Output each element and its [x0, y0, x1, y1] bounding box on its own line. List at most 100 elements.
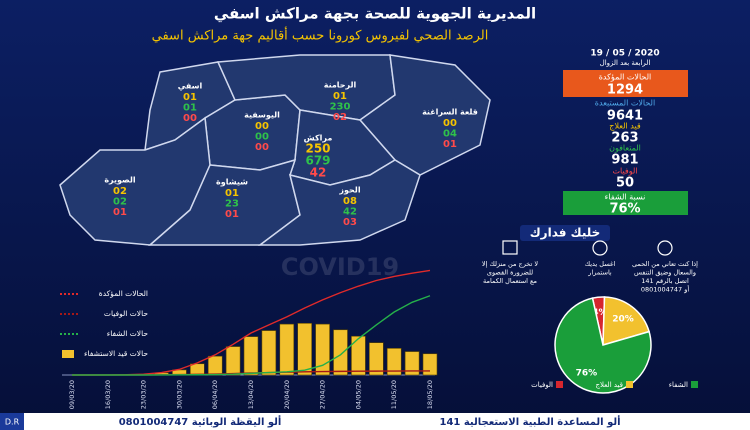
- stat-label: المتعافون: [609, 144, 641, 153]
- region-value: 03: [343, 217, 357, 228]
- region-value: 02: [333, 112, 347, 123]
- pie-label: 20%: [612, 315, 634, 325]
- date: 19 / 05 / 2020: [590, 49, 659, 59]
- bar: [351, 335, 366, 376]
- x-tick-label: 11/05/20: [390, 380, 398, 409]
- region-value: 02: [113, 186, 127, 197]
- region-value: 01: [183, 103, 197, 114]
- region-value: 42: [310, 166, 327, 180]
- footer-text: ألو المساعدة الطبية الاستعجالية 141: [439, 415, 620, 428]
- legend-label: حالات قيد الاستشفاء: [84, 349, 148, 358]
- stat-value: 76%: [609, 202, 640, 217]
- bar: [404, 351, 420, 376]
- stat-label: نسبة الشفاء: [605, 193, 646, 202]
- bar: [422, 353, 438, 376]
- region-value: 679: [305, 154, 330, 168]
- bar: [243, 336, 259, 376]
- region-value: 00: [183, 113, 197, 124]
- legend-swatch: [556, 381, 563, 388]
- advice-text: اغسل يديك: [585, 260, 616, 268]
- footer-badge: [0, 413, 24, 430]
- region-value: 23: [225, 199, 239, 210]
- legend-label: الشفاء: [669, 381, 688, 389]
- advice-text: والسعال وضيق التنفس: [634, 269, 696, 277]
- advice: خليك فدارك: [502, 225, 673, 256]
- region-value: 00: [255, 142, 269, 153]
- bar: [386, 348, 402, 376]
- region-value: 250: [305, 142, 330, 156]
- advice-icon: [592, 240, 608, 256]
- region-name: شيشاوة: [216, 178, 248, 187]
- region-shape: [257, 159, 421, 246]
- advice-icon: [657, 240, 673, 256]
- pie-slice: [602, 296, 651, 347]
- region-value: 01: [333, 91, 347, 102]
- bar: [368, 342, 384, 376]
- region-value: 08: [343, 196, 357, 207]
- legend-swatch: [626, 381, 633, 388]
- pie-label: 4%: [592, 308, 607, 318]
- x-tick-label: 09/03/20: [68, 380, 76, 409]
- bar: [297, 323, 313, 376]
- region-value: 00: [443, 118, 457, 129]
- region-value: 00: [255, 121, 269, 132]
- stat-value: 1294: [607, 83, 643, 98]
- credit: D.R: [5, 418, 20, 427]
- region-name: الصويرة: [104, 176, 136, 185]
- advice-text: اتصل بالرقم 141: [641, 277, 689, 285]
- region-value: 42: [343, 207, 357, 218]
- legend-label: الوفيات: [531, 381, 553, 389]
- advice-icon: [502, 240, 518, 255]
- legend-swatch: [691, 381, 698, 388]
- stats: الحالات المؤكدة 1294 الحالات المستبعدة 9…: [563, 70, 688, 217]
- pie-slice: [554, 297, 652, 394]
- stat-label: الوفيات: [613, 167, 638, 176]
- subtitle: الرصد الصحي لفيروس كورونا حسب أقاليم جهة…: [152, 27, 489, 44]
- x-tick-label: 30/03/20: [175, 380, 183, 409]
- bar: [261, 330, 277, 376]
- stat-box: [563, 191, 688, 215]
- stat-value: 9641: [607, 109, 643, 124]
- bar: [225, 346, 241, 376]
- region-value: 00: [255, 132, 269, 143]
- x-tick-label: 20/04/20: [283, 380, 291, 409]
- bar: [190, 363, 205, 376]
- advice-text: لا تخرج من منزلك إلا: [482, 260, 538, 268]
- x-tick-label: 16/03/20: [104, 380, 112, 409]
- advice-text: للضرورة القصوى: [487, 269, 533, 277]
- legend-swatch: [62, 350, 74, 358]
- advice-text: باستمرار: [587, 269, 612, 277]
- series-line: [72, 295, 431, 376]
- region-name: الرحامنة: [324, 81, 357, 90]
- bar: [207, 355, 223, 376]
- region-value: 01: [183, 92, 197, 103]
- bar: [315, 323, 330, 376]
- stat-label: قيد العلاج: [609, 122, 641, 131]
- watermark: COVID19: [281, 253, 399, 281]
- stat-value: 263: [611, 131, 638, 146]
- x-tick-label: 04/05/20: [354, 380, 362, 409]
- advice-text: أو 0801004747: [641, 285, 690, 294]
- stat-value: 50: [616, 176, 634, 191]
- region-name: الحوز: [338, 186, 360, 195]
- x-tick-label: 23/03/20: [140, 380, 148, 409]
- region-name: اسفي: [178, 82, 203, 91]
- x-tick-label: 27/04/20: [319, 380, 327, 409]
- region-name: اليوسفية: [244, 111, 280, 120]
- legend-label: حالات الشفاء: [107, 329, 149, 338]
- stat-label: الحالات المستبعدة: [595, 99, 655, 108]
- title: المديرية الجهوية للصحة بجهة مراكش اسفي: [214, 5, 536, 23]
- stat-box: [563, 70, 688, 97]
- legend-label: الحالات المؤكدة: [99, 289, 148, 298]
- legend-label: حالات الوفيات: [104, 309, 148, 318]
- time: الرابعة بعد الزوال: [600, 59, 651, 67]
- advice-title: خليك فدارك: [530, 226, 601, 240]
- x-tick-label: 06/04/20: [211, 380, 219, 409]
- advice-text: إذا كنت تعاني من الحمى: [632, 260, 698, 268]
- region-value: 01: [225, 188, 239, 199]
- region-value: 02: [113, 197, 127, 208]
- pie-label: 76%: [576, 369, 598, 379]
- region-name: قلعة السراغنة: [422, 108, 478, 117]
